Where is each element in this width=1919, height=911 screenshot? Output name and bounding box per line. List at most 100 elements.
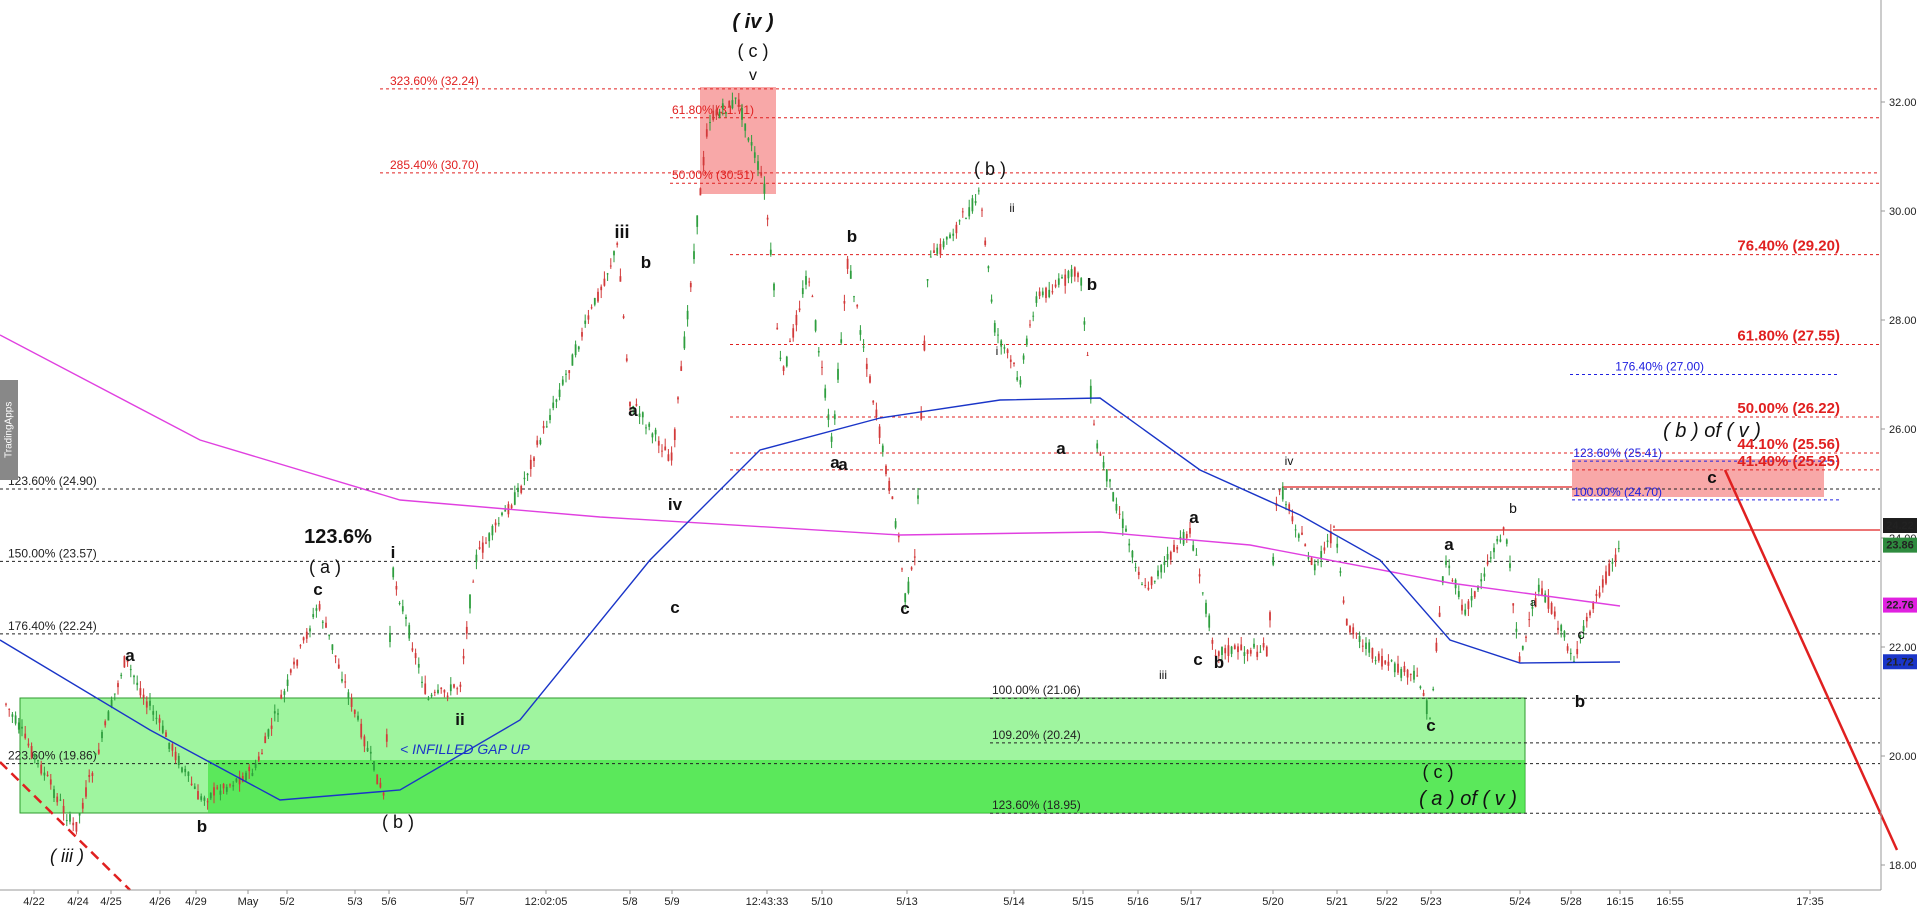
candle-body (1192, 545, 1195, 551)
time-tick-label: 5/2 (279, 896, 294, 908)
fib-label: 100.00% (21.06) (992, 683, 1081, 697)
candle-body (1243, 652, 1246, 656)
candle-body (885, 465, 887, 475)
candle-body (760, 172, 763, 176)
candle-body (1560, 625, 1563, 632)
candle-body (1563, 631, 1566, 638)
candle-body (168, 742, 171, 749)
candle-body (1265, 646, 1268, 657)
candle-body (433, 691, 436, 693)
price-candles (5, 92, 1620, 835)
candle-body (1406, 669, 1409, 678)
wave-label: c (670, 598, 679, 617)
candle-body (389, 632, 391, 643)
candle-body (1157, 570, 1159, 577)
candle-body (817, 351, 820, 353)
candle-body (478, 547, 481, 549)
fib-label: 123.60% (18.95) (992, 798, 1081, 812)
candle-body (897, 534, 900, 538)
candle-body (808, 281, 811, 283)
candle-body (849, 270, 852, 279)
candle-body (1598, 592, 1601, 597)
candle-body (629, 402, 631, 407)
candle-body (750, 142, 753, 146)
candle-body (670, 452, 673, 461)
candle-body (139, 688, 142, 696)
candle-body (657, 440, 660, 446)
candle-body (776, 327, 779, 330)
candle-body (523, 477, 526, 480)
time-tick-label: 5/7 (459, 896, 474, 908)
candle-body (878, 426, 881, 438)
price-badge-label: 24.22 (1886, 520, 1914, 532)
candle-body (238, 776, 241, 785)
candle-body (1416, 675, 1419, 677)
candle-body (27, 743, 30, 746)
candle-body (1553, 611, 1556, 617)
candle-body (1259, 651, 1262, 653)
candle-body (315, 608, 318, 611)
candle-body (149, 700, 151, 706)
candle-body (741, 107, 743, 120)
candle-body (1480, 579, 1483, 582)
candle-body (1128, 543, 1131, 546)
candle-body (1256, 651, 1259, 657)
candle-body (142, 694, 145, 698)
candle-body (398, 602, 401, 604)
candle-body (958, 220, 961, 222)
wave-label: ( c ) (738, 41, 769, 61)
candle-body (513, 492, 516, 505)
candle-body (475, 554, 478, 562)
candle-body (21, 726, 23, 729)
candle-body (961, 211, 964, 213)
wave-label: ( iii ) (50, 846, 84, 866)
candle-body (1307, 557, 1310, 559)
highlight-zones (19, 87, 1824, 814)
candle-body (920, 412, 923, 420)
candle-body (1505, 539, 1508, 544)
candle-body (1557, 627, 1559, 631)
fib-label: 150.00% (23.57) (8, 546, 97, 560)
candle-body (411, 648, 414, 651)
candle-body (526, 473, 529, 476)
time-tick-label: 5/13 (896, 896, 917, 908)
candle-body (709, 122, 711, 124)
candle-body (1589, 611, 1591, 616)
candle-body (85, 787, 87, 797)
fib-label: 50.00% (26.22) (1737, 400, 1840, 417)
candle-body (1112, 492, 1115, 502)
wave-label: ii (1009, 201, 1014, 215)
candle-body (1582, 625, 1585, 632)
time-tick-label: 16:15 (1606, 896, 1634, 908)
candle-body (1057, 278, 1060, 285)
candle-body (581, 332, 583, 337)
candle-body (1013, 362, 1015, 364)
candle-body (206, 801, 209, 803)
candle-body (190, 783, 193, 786)
candle-body (606, 273, 609, 275)
candle-body (577, 346, 580, 350)
candle-body (510, 505, 513, 509)
candle-body (859, 330, 862, 335)
wave-label: 123.6% (304, 526, 372, 548)
candle-body (568, 370, 571, 374)
candle-body (219, 790, 222, 795)
candle-body (1131, 550, 1134, 558)
fib-label: 100.00% (24.70) (1573, 485, 1662, 499)
wave-label: a (628, 401, 638, 420)
candle-body (485, 542, 487, 544)
candle-body (869, 376, 871, 383)
candle-body (69, 814, 71, 822)
candle-body (46, 774, 49, 777)
time-tick-label: 5/3 (347, 896, 362, 908)
candle-body (78, 813, 81, 816)
wave-label: c (1578, 626, 1585, 642)
candle-body (529, 459, 532, 470)
candle-body (1509, 563, 1511, 568)
candle-body (785, 356, 788, 367)
candle-body (296, 659, 299, 666)
candle-body (1009, 359, 1012, 362)
candle-body (481, 542, 484, 553)
candle-body (1045, 287, 1047, 298)
candle-body (843, 301, 846, 304)
